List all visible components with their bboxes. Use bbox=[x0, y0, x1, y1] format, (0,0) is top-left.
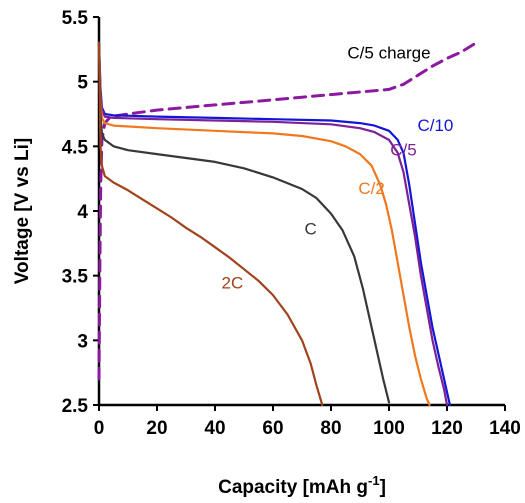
y-tick-label: 5.5 bbox=[62, 8, 89, 29]
y-axis-title: Voltage [V vs Li] bbox=[12, 138, 33, 284]
series-line-c-10 bbox=[97, 41, 451, 407]
series-label-c-10: C/10 bbox=[417, 116, 453, 135]
series-label-c-5: C/5 bbox=[390, 140, 416, 159]
x-tick-label: 80 bbox=[320, 418, 341, 439]
x-axis-title: Capacity [mAh g-1] bbox=[218, 473, 386, 498]
series-labels: C/5 charge C/10C/5 C/2 C 2C bbox=[222, 43, 454, 292]
series-line-2c bbox=[97, 41, 324, 407]
x-axis-title-sup: -1 bbox=[368, 473, 380, 488]
x-axis-title-main: Capacity [mAh g bbox=[218, 477, 368, 498]
x-tick-label: 100 bbox=[373, 418, 405, 439]
y-ticks: 2.5 3 3.5 4 4.5 5 5.5 bbox=[62, 8, 99, 417]
series-label-c-5-charge: C/5 charge bbox=[347, 43, 430, 62]
series-line-c-2 bbox=[97, 41, 431, 407]
y-tick-label: 2.5 bbox=[62, 396, 89, 417]
x-tick-label: 120 bbox=[431, 418, 463, 439]
x-axis-title-end: ] bbox=[380, 477, 386, 498]
y-tick-label: 5 bbox=[77, 73, 88, 94]
series-label-c: C bbox=[305, 219, 317, 238]
series-line-c bbox=[97, 41, 391, 404]
series-line-c-5-charge bbox=[97, 41, 478, 381]
x-ticks: 0 20 40 60 80 100 120 140 bbox=[94, 405, 521, 439]
series-lines bbox=[97, 41, 478, 407]
x-tick-label: 20 bbox=[146, 418, 167, 439]
y-tick-label: 4 bbox=[77, 202, 88, 223]
y-tick-label: 3.5 bbox=[62, 267, 89, 288]
x-tick-label: 60 bbox=[262, 418, 283, 439]
x-tick-label: 40 bbox=[204, 418, 225, 439]
series-line-c-5 bbox=[97, 41, 449, 407]
x-tick-label: 140 bbox=[489, 418, 521, 439]
x-tick-label: 0 bbox=[94, 418, 105, 439]
y-tick-label: 4.5 bbox=[62, 137, 89, 158]
series-label-c-2: C/2 bbox=[358, 179, 384, 198]
series-label-2c: 2C bbox=[222, 274, 244, 293]
y-tick-label: 3 bbox=[77, 331, 88, 352]
